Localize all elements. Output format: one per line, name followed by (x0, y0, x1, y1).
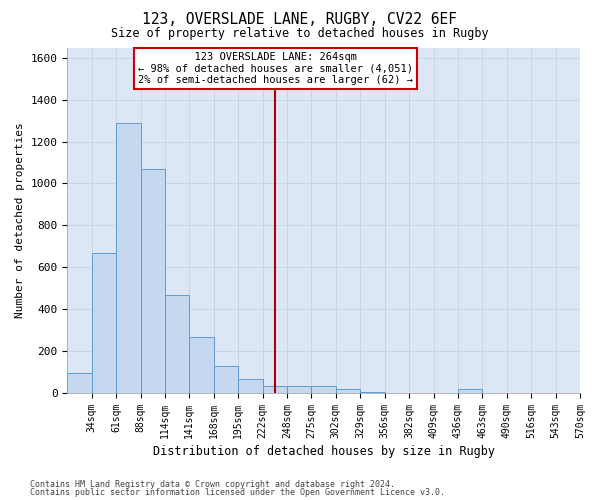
Bar (336, 390, 360, 392)
Y-axis label: Number of detached properties: Number of detached properties (15, 122, 25, 318)
Text: 123 OVERSLADE LANE: 264sqm  
← 98% of detached houses are smaller (4,051)
2% of : 123 OVERSLADE LANE: 264sqm ← 98% of deta… (138, 52, 413, 85)
Text: 123, OVERSLADE LANE, RUGBY, CV22 6EF: 123, OVERSLADE LANE, RUGBY, CV22 6EF (143, 12, 458, 28)
Bar (238, 379, 263, 392)
Text: Size of property relative to detached houses in Rugby: Size of property relative to detached ho… (111, 28, 489, 40)
Bar (458, 389, 482, 392)
Bar (165, 294, 190, 392)
Bar (116, 123, 140, 392)
Bar (190, 337, 214, 392)
Text: Contains public sector information licensed under the Open Government Licence v3: Contains public sector information licen… (30, 488, 445, 497)
Bar (311, 386, 336, 392)
X-axis label: Distribution of detached houses by size in Rugby: Distribution of detached houses by size … (152, 444, 494, 458)
Text: Contains HM Land Registry data © Crown copyright and database right 2024.: Contains HM Land Registry data © Crown c… (30, 480, 395, 489)
Bar (263, 386, 287, 392)
Bar (140, 169, 165, 392)
Bar (214, 366, 238, 392)
Bar (287, 386, 311, 392)
Bar (92, 253, 116, 392)
Bar (67, 372, 92, 392)
